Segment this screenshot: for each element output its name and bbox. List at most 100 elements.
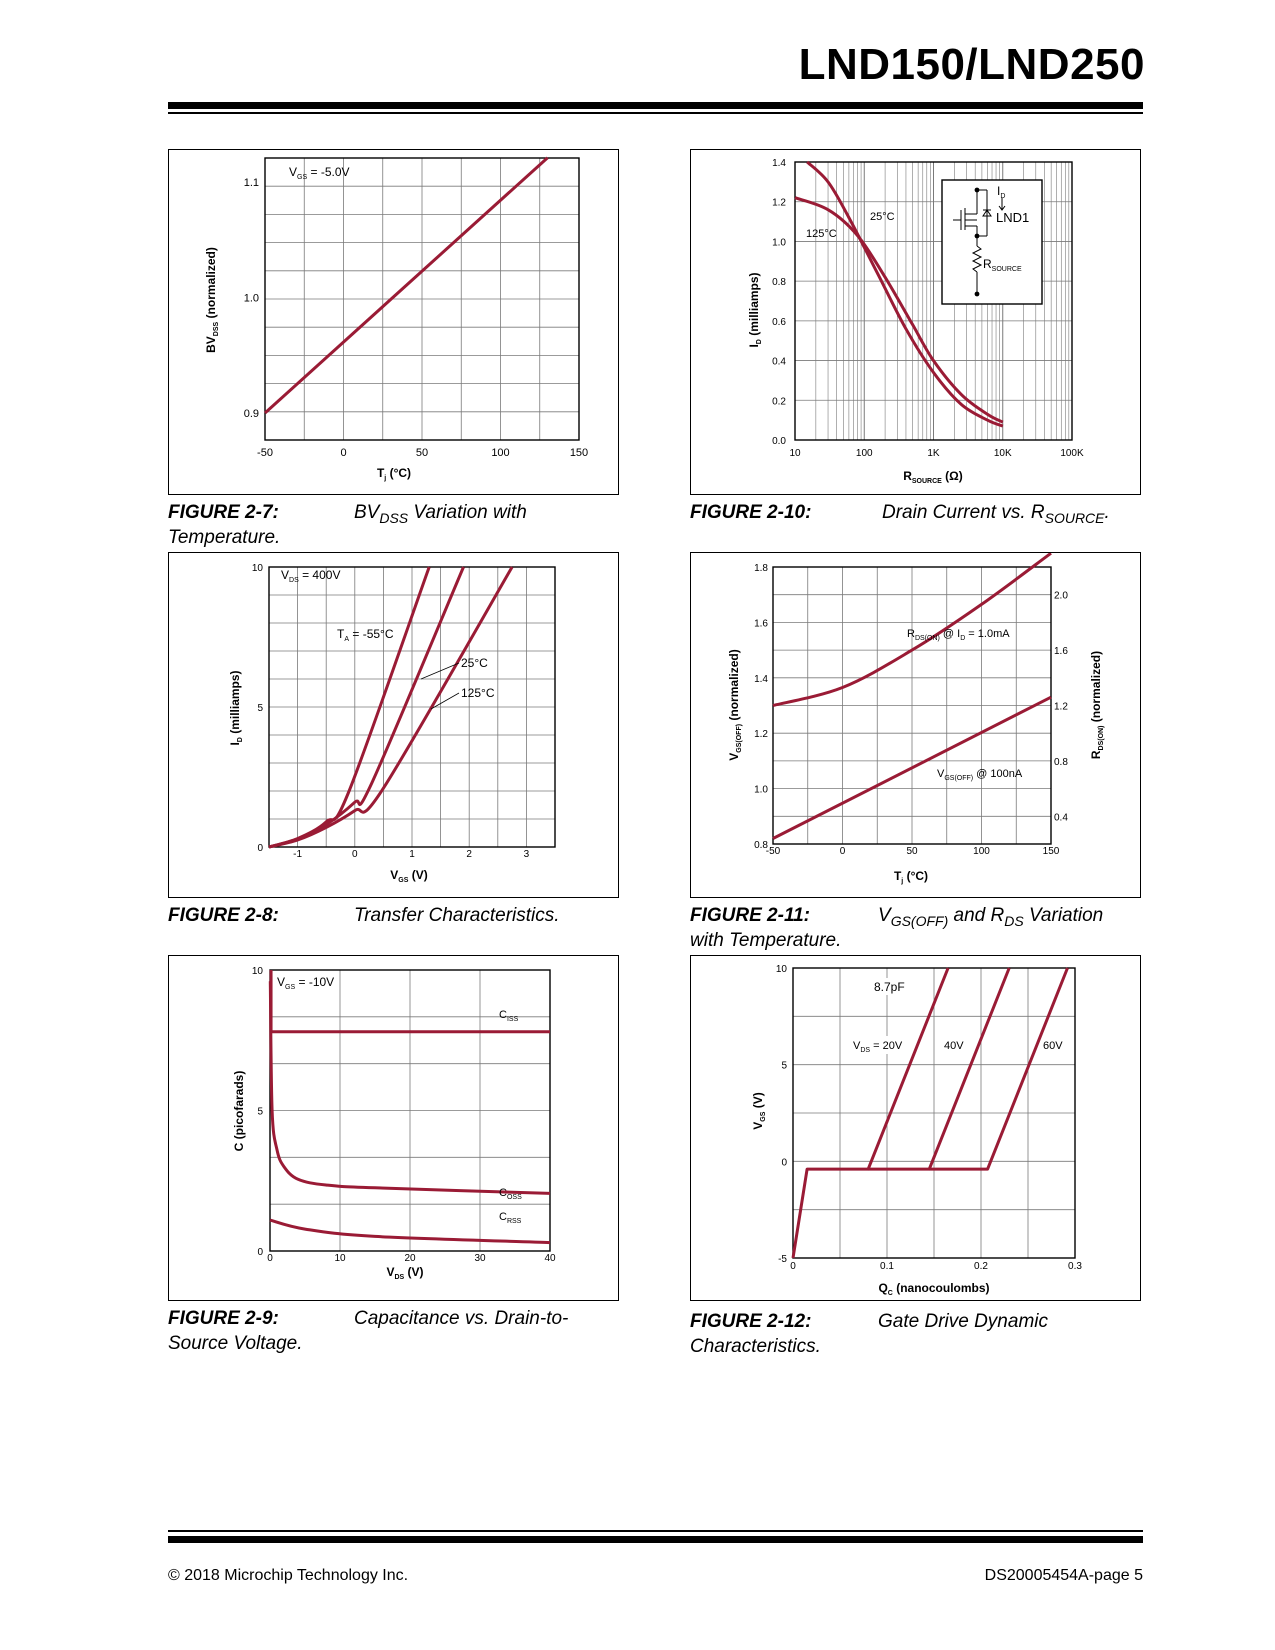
plot-frame <box>269 969 551 1252</box>
p9-svg: 0 10 20 30 40 0 5 10 VGS = -10V CISS COSS CRSS VDS (… <box>232 966 556 1281</box>
y-tick-label: 0.8 <box>754 840 768 851</box>
figure-2-7-chart: -50 0 50 100 150 0.9 1.0 1.1 VGS = -5.0V Tj (°C) B… <box>168 149 619 495</box>
x-tick-label: -50 <box>766 846 781 857</box>
x-tick-label: -1 <box>293 849 302 860</box>
circuit-inset: ID LND1 RSOURCE <box>941 179 1043 305</box>
data-line <box>263 156 549 415</box>
y-axis-label: VGS (V) <box>751 1092 767 1129</box>
x-tick-label: 0 <box>267 1253 273 1264</box>
x-tick-label: -50 <box>257 447 273 459</box>
x-tick-label: 0 <box>340 447 346 459</box>
copyright: © 2018 Microchip Technology Inc. <box>168 1567 409 1584</box>
x-tick-label: 2 <box>466 849 472 860</box>
p8-svg: -1 0 1 2 3 0 5 10 VDS = 400V TA = -55°C 25°C 125°C V… <box>228 563 556 884</box>
y-tick-label: 1.8 <box>754 563 768 574</box>
y2-tick-label: 0.4 <box>1054 812 1068 823</box>
figure-2-8-caption: FIGURE 2-8: Transfer Characteristics. <box>168 903 617 928</box>
y-tick-label: 5 <box>257 703 263 714</box>
series-line-125c <box>794 196 1004 424</box>
series-line-coss <box>268 981 551 1195</box>
caption-text-line2: Source Voltage. <box>168 1333 303 1354</box>
x-axis-label: VDS (V) <box>386 1265 423 1281</box>
figure-number: FIGURE 2-8: <box>168 905 279 926</box>
y-tick-label: 0.0 <box>772 436 786 447</box>
figure-2-8-chart: -1 0 1 2 3 0 5 10 VDS = 400V TA = -55°C 25°C 125°C V… <box>168 552 619 898</box>
figure-2-12-caption: FIGURE 2-12: Gate Drive Dynamic Characte… <box>690 1309 1139 1359</box>
y-tick-label: 1.4 <box>772 158 786 169</box>
y-tick-label: 1.0 <box>754 785 768 796</box>
p11-svg: -50 0 50 100 150 0.8 1.0 1.2 1.4 1.6 1.8 0.4 0.8 1.2 1… <box>727 553 1105 885</box>
vgs-annotation: VGS = -5.0V <box>289 165 350 181</box>
x-tick-label: 10K <box>994 448 1012 459</box>
caption-text: Drain Current vs. RSOURCE. <box>882 502 1110 526</box>
series-line-25c <box>806 160 1004 428</box>
label-125c: 125°C <box>806 228 837 240</box>
current-arrow <box>998 198 1006 211</box>
y-tick-label: 0 <box>257 1247 263 1258</box>
x-tick-label: 0.3 <box>1068 1261 1082 1272</box>
y-tick-label: 10 <box>252 563 264 574</box>
x-tick-label: 100 <box>491 447 509 459</box>
caption-text: Transfer Characteristics. <box>354 905 560 926</box>
x-tick-label: 20 <box>404 1253 416 1264</box>
y-tick-label: 10 <box>776 964 788 975</box>
caption-text: Capacitance vs. Drain-to- <box>354 1308 569 1329</box>
y-tick-label: 1.2 <box>754 729 768 740</box>
series-line-125c <box>268 566 514 849</box>
x-tick-label: 150 <box>1043 846 1060 857</box>
figure-number: FIGURE 2-9: <box>168 1308 279 1329</box>
circuit-node <box>974 233 980 239</box>
label-coss: COSS <box>499 1187 522 1201</box>
y-tick-label: 0.2 <box>772 396 786 407</box>
x-tick-label: 0 <box>840 846 846 857</box>
label-125c: 125°C <box>461 686 495 700</box>
x-axis-label: QC (nanocoulombs) <box>878 1281 989 1297</box>
label-bg <box>866 978 906 995</box>
header-rule <box>168 102 1143 109</box>
y-tick-label: 10 <box>252 966 264 977</box>
series-line-vds-20v <box>791 967 950 1259</box>
p10-svg: 10 100 1K 10K 100K 0.0 0.2 0.4 0.6 0.8 1.0 1.2 1.4 25… <box>747 158 1084 485</box>
plot-frame <box>794 161 1073 441</box>
resistor-label: RSOURCE <box>983 257 1022 273</box>
y2-axis-label: RDS(ON) (normalized) <box>1089 651 1105 759</box>
label-25c: 25°C <box>870 211 895 223</box>
y-tick-label: 1.6 <box>754 618 768 629</box>
x-axis-label: VGS (V) <box>390 868 427 884</box>
header-rule-thin <box>168 112 1143 114</box>
series-line-rds <box>772 553 1052 707</box>
figure-2-10-caption: FIGURE 2-10: Drain Current vs. RSOURCE. <box>690 500 1139 526</box>
label-ciss: CISS <box>499 1009 519 1023</box>
label-8-7pf: 8.7pF <box>874 980 905 994</box>
label-rds-on: RDS(ON) @ ID = 1.0mA <box>907 628 1010 642</box>
y-tick-label: 1.4 <box>754 674 768 685</box>
y-tick-label: 0.9 <box>244 408 259 420</box>
y-tick-label: 1.0 <box>244 293 259 305</box>
y-tick-label: -5 <box>778 1254 787 1265</box>
figure-2-11-caption: FIGURE 2-11: VGS(OFF) and RDS Variation … <box>690 903 1139 953</box>
y-tick-label: 0 <box>257 843 263 854</box>
device-label: LND1 <box>996 210 1029 225</box>
y-axis-label: ID (milliamps) <box>228 670 244 745</box>
y-axis-label: VGS(OFF) (normalized) <box>727 649 743 760</box>
series-line-vgsoff <box>772 695 1052 840</box>
figure-2-12-chart: 0 0.1 0.2 0.3 -5 0 5 10 8.7pF VDS = 20V 40V 60V QC (… <box>690 955 1141 1301</box>
vds-annotation: VDS = 400V <box>281 568 340 584</box>
label-vds-20v: VDS = 20V <box>853 1040 903 1054</box>
plot-frame <box>264 157 580 441</box>
caption-text: Gate Drive Dynamic <box>878 1311 1048 1332</box>
x-tick-label: 0 <box>790 1261 796 1272</box>
x-tick-label: 40 <box>544 1253 556 1264</box>
x-tick-label: 100 <box>856 448 873 459</box>
y-tick-label: 0 <box>781 1157 787 1168</box>
drain-current-label: ID <box>997 184 1005 200</box>
x-tick-label: 10 <box>789 448 801 459</box>
label-bg <box>851 1036 909 1054</box>
x-tick-label: 100K <box>1060 448 1084 459</box>
label-25c: 25°C <box>461 656 488 670</box>
page-title: LND150/LND250 <box>798 40 1145 89</box>
series-line-crss <box>269 1218 551 1245</box>
p7-svg: -50 0 50 100 150 0.9 1.0 1.1 VGS = -5.0V Tj (°C) B… <box>204 156 588 482</box>
x-axis-label: Tj (°C) <box>894 869 928 885</box>
